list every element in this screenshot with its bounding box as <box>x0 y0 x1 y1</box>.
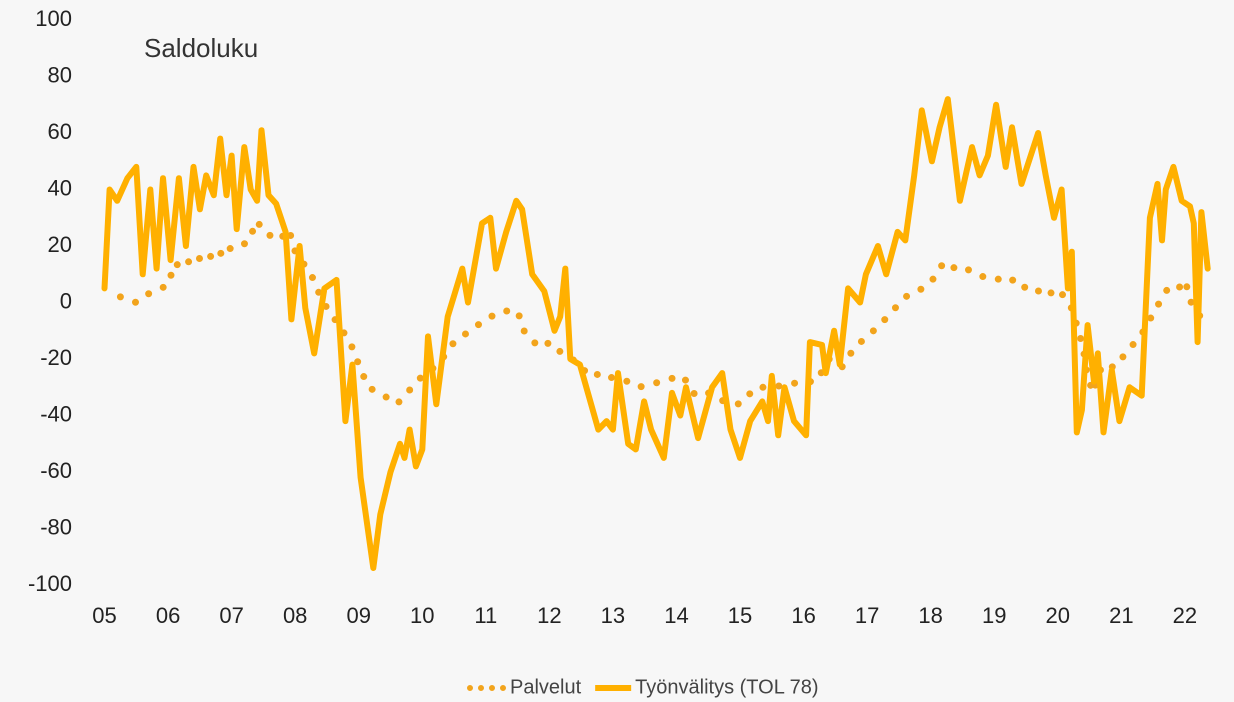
series-line <box>101 96 1211 571</box>
x-tick-label: 18 <box>918 603 942 628</box>
x-tick-label: 15 <box>728 603 752 628</box>
y-tick-label: 80 <box>48 62 72 87</box>
x-tick-label: 14 <box>664 603 688 628</box>
y-tick-label: -60 <box>40 458 72 483</box>
x-tick-label: 13 <box>601 603 625 628</box>
x-tick-label: 10 <box>410 603 434 628</box>
x-tick-label: 09 <box>346 603 370 628</box>
annotation: Saldoluku <box>144 33 258 63</box>
x-tick-label: 05 <box>92 603 116 628</box>
y-tick-label: 0 <box>60 288 72 313</box>
y-tick-label: 60 <box>48 119 72 144</box>
y-tick-label: -80 <box>40 514 72 539</box>
y-tick-label: 40 <box>48 175 72 200</box>
y-tick-label: 100 <box>35 6 72 31</box>
x-tick-label: 08 <box>283 603 307 628</box>
x-tick-label: 16 <box>791 603 815 628</box>
legend: Palvelut Työnvälitys (TOL 78) <box>467 676 819 698</box>
x-tick-label: 20 <box>1046 603 1070 628</box>
y-tick-label: -100 <box>28 571 72 596</box>
x-tick-label: 12 <box>537 603 561 628</box>
y-tick-label: 20 <box>48 232 72 257</box>
x-tick-label: 22 <box>1173 603 1197 628</box>
x-tick-label: 21 <box>1109 603 1133 628</box>
x-tick-label: 11 <box>474 603 497 628</box>
x-tick-label: 19 <box>982 603 1006 628</box>
x-tick-label: 17 <box>855 603 879 628</box>
x-tick-label: 06 <box>156 603 180 628</box>
y-tick-label: -40 <box>40 401 72 426</box>
y-tick-label: -20 <box>40 345 72 370</box>
x-tick-label: 07 <box>219 603 243 628</box>
series-line <box>116 217 1208 408</box>
legend-label: Työnvälitys (TOL 78) <box>635 676 818 698</box>
legend-label: Palvelut <box>510 676 582 698</box>
